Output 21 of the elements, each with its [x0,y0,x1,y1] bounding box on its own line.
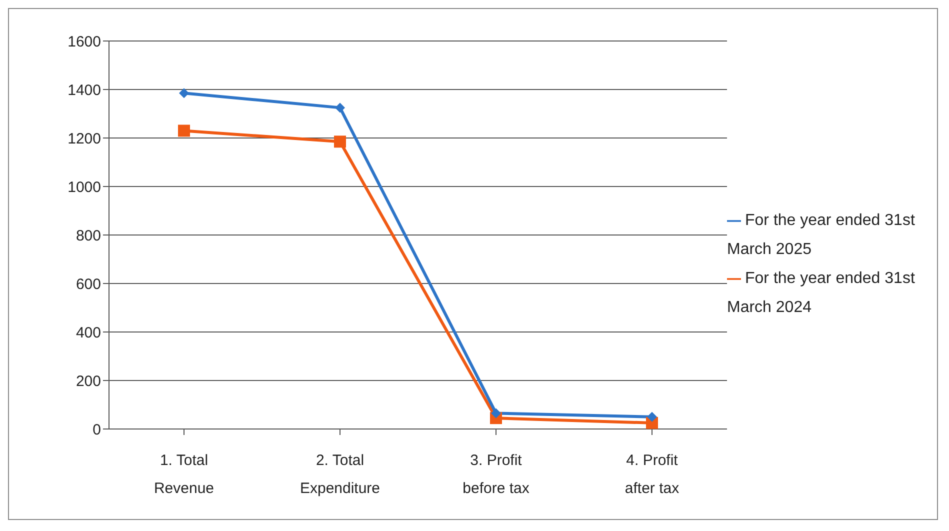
y-tick-label: 1200 [68,130,101,148]
x-tick-label: 3. Profit before tax [462,452,530,497]
y-tick-label: 1400 [68,82,101,99]
legend-label: For the year ended 31st March 2024 [727,270,915,316]
y-tick-label: 1000 [68,178,101,196]
point [335,102,345,113]
y-tick-label: 1600 [68,33,101,50]
y-tick-label: 400 [76,324,101,342]
x-tick-label: 1. Total Revenue [154,452,214,497]
point [178,124,190,137]
y-tick-label: 800 [76,227,101,244]
point [647,412,657,422]
y-tick-label: 600 [76,276,101,293]
x-tick-label: 2. Total Expenditure [300,452,380,497]
point [334,136,346,148]
point [179,88,189,98]
legend-label: For the year ended 31st March 2025 [727,212,915,258]
x-tick-label: 4. Profit after tax [624,452,680,497]
y-tick-label: 0 [92,421,101,438]
y-tick-label: 200 [76,372,101,390]
point [491,408,501,418]
